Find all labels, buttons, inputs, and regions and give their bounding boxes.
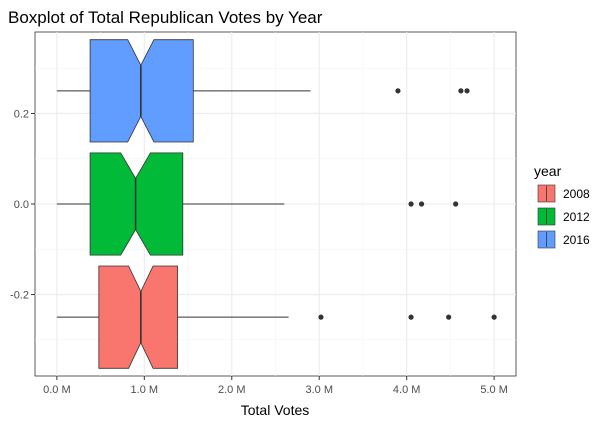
legend-title: year <box>534 163 562 179</box>
x-axis-title: Total Votes <box>241 402 310 418</box>
chart-title: Boxplot of Total Republican Votes by Yea… <box>8 8 323 27</box>
legend: year 2008 2012 2016 <box>534 163 590 249</box>
outlier-point <box>395 88 401 94</box>
y-tick-label: -0.2 <box>10 290 29 302</box>
outlier-point <box>408 314 414 320</box>
outlier-point <box>453 201 459 207</box>
y-axis: 0.2 0.0 -0.2 <box>10 108 35 302</box>
box-body <box>98 265 178 369</box>
outlier-point <box>408 201 414 207</box>
box-2016 <box>56 39 470 143</box>
outlier-point <box>446 314 452 320</box>
legend-item-2012: 2012 <box>537 207 590 226</box>
box-2012 <box>56 152 459 256</box>
legend-item-2016: 2016 <box>537 230 590 249</box>
y-tick-label: 0.0 <box>14 199 29 211</box>
x-tick-label: 4.0 M <box>393 384 421 396</box>
outlier-point <box>464 88 470 94</box>
outlier-point <box>491 314 497 320</box>
legend-item-2008: 2008 <box>537 184 590 203</box>
outlier-point <box>418 201 425 207</box>
x-tick-label: 3.0 M <box>305 384 333 396</box>
x-tick-label: 0.0 M <box>43 384 71 396</box>
legend-label: 2016 <box>563 233 590 247</box>
x-tick-label: 2.0 M <box>218 384 246 396</box>
x-tick-label: 5.0 M <box>480 384 508 396</box>
box-2008 <box>56 265 497 369</box>
box-series <box>56 39 497 369</box>
x-tick-label: 1.0 M <box>131 384 159 396</box>
box-body <box>89 152 184 256</box>
legend-label: 2012 <box>563 210 590 224</box>
legend-label: 2008 <box>563 187 590 201</box>
box-body <box>89 39 194 143</box>
x-axis: 0.0 M 1.0 M 2.0 M 3.0 M 4.0 M 5.0 M <box>43 376 508 396</box>
y-tick-label: 0.2 <box>14 108 29 120</box>
outlier-point <box>318 314 324 320</box>
outlier-point <box>458 88 464 94</box>
